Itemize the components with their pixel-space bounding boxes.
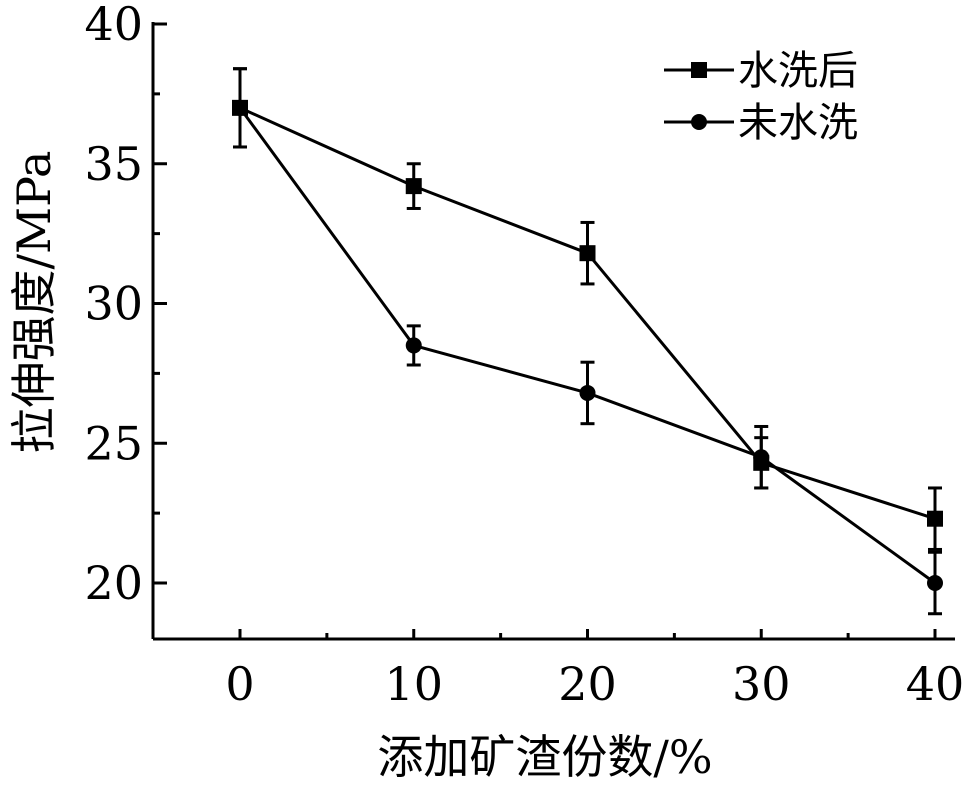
legend-marker <box>691 62 707 78</box>
data-point <box>232 99 248 116</box>
series-line <box>238 106 936 585</box>
data-point <box>579 245 596 262</box>
y-tick-label: 25 <box>84 416 143 470</box>
y-tick-label: 35 <box>84 137 143 191</box>
data-point <box>927 510 943 527</box>
series-line <box>239 106 936 521</box>
data-point <box>579 384 596 401</box>
series-circle <box>232 67 943 616</box>
data-point <box>753 449 770 466</box>
x-tick-label: 0 <box>225 657 254 711</box>
data-point <box>927 575 943 591</box>
x-tick-label: 20 <box>558 657 617 711</box>
data-point <box>405 178 422 195</box>
ticks: 0 10 20 30 40 20 25 30 35 40 <box>84 0 964 711</box>
x-tick-label: 10 <box>384 657 443 711</box>
legend-label: 水洗后 <box>738 48 858 94</box>
x-axis-title: 添加矿渣份数/% <box>377 730 712 784</box>
legend-label: 未水洗 <box>738 100 858 146</box>
x-tick-label: 30 <box>732 657 791 711</box>
y-axis-title: 拉伸强度/MPa <box>7 151 61 454</box>
y-tick-label: 20 <box>84 556 143 610</box>
axes <box>151 22 955 641</box>
y-tick-label: 30 <box>84 277 143 331</box>
y-tick-label: 40 <box>84 0 143 51</box>
legend-marker <box>691 114 707 130</box>
x-tick-label: 40 <box>906 657 965 711</box>
series-layer <box>232 67 943 616</box>
data-point <box>405 337 422 354</box>
